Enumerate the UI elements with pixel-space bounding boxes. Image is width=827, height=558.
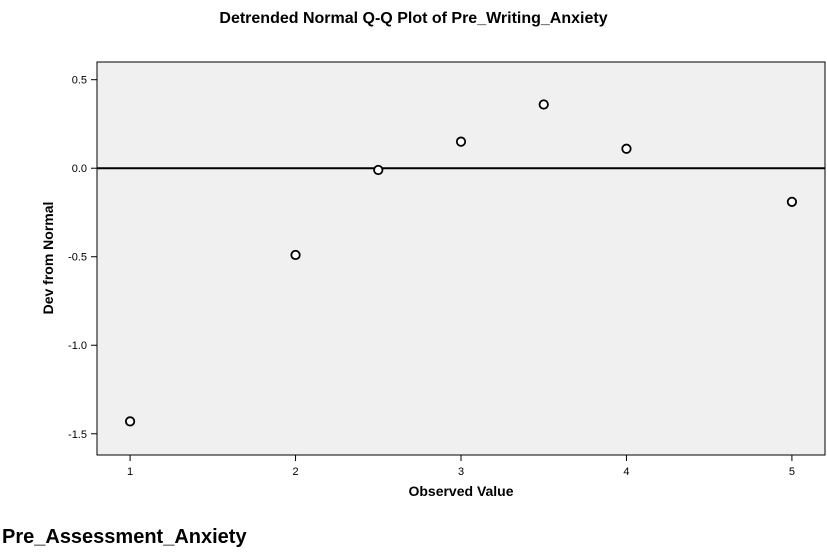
y-tick-label: 0.5 <box>72 75 87 87</box>
x-tick-label: 5 <box>789 466 795 478</box>
data-point <box>124 416 136 427</box>
chart-title: Detrended Normal Q-Q Plot of Pre_Writing… <box>219 10 608 27</box>
plot-area <box>96 61 826 456</box>
data-point <box>373 164 384 176</box>
x-tick-label: 3 <box>458 466 464 478</box>
section-heading: Pre_Assessment_Anxiety <box>2 526 247 548</box>
data-point <box>538 99 549 110</box>
data-point <box>786 196 798 207</box>
data-point <box>455 136 467 147</box>
y-axis-label: Dev from Normal <box>40 202 56 315</box>
y-tick-label: -1.0 <box>68 340 87 352</box>
x-axis-label: Observed Value <box>408 483 513 499</box>
x-tick-label: 2 <box>292 466 298 478</box>
y-tick-label: 0.0 <box>72 163 87 175</box>
data-point <box>621 143 632 154</box>
y-tick-label: -1.5 <box>68 429 87 441</box>
x-tick-label: 4 <box>623 466 629 478</box>
y-tick-label: -0.5 <box>68 252 87 264</box>
x-tick-label: 1 <box>127 466 133 478</box>
data-point <box>290 249 301 261</box>
